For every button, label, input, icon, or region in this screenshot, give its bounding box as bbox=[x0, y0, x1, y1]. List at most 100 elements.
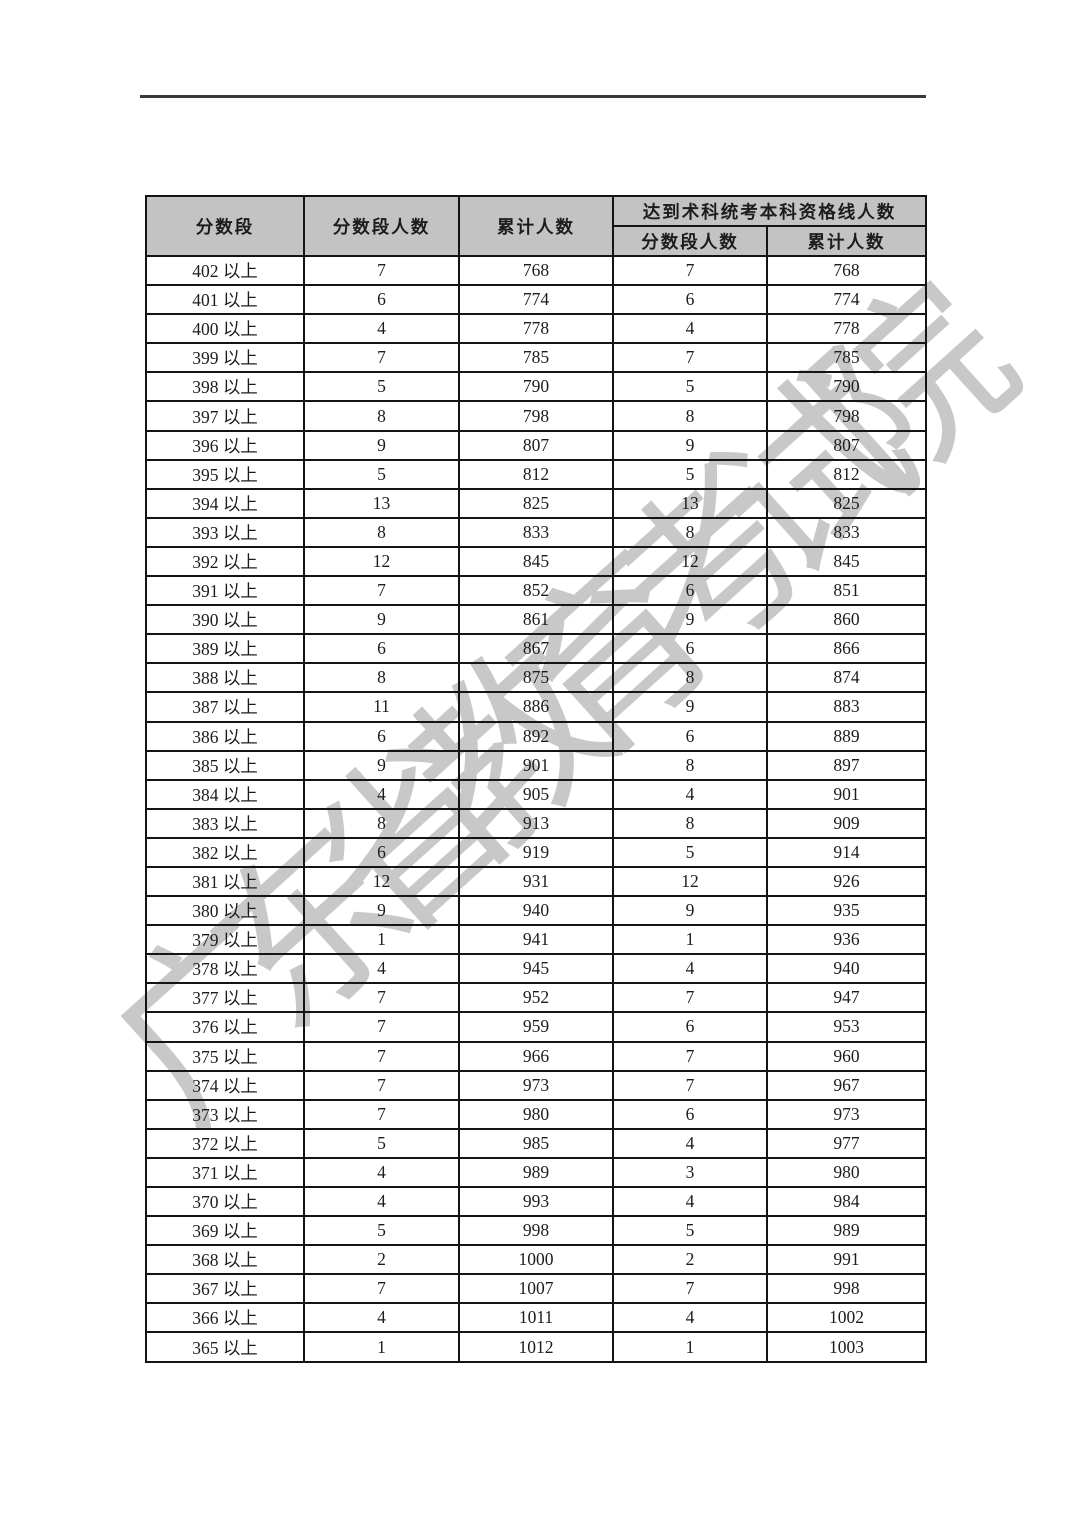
table-row: 380 以上 9 940 9 935 bbox=[145, 895, 927, 927]
cell-qualified-range-count: 8 bbox=[612, 662, 768, 694]
cell-range-count: 7 bbox=[303, 1011, 460, 1043]
cell-qualified-cumulative: 998 bbox=[766, 1273, 927, 1305]
table-row: 396 以上 9 807 9 807 bbox=[145, 429, 927, 461]
cell-qualified-cumulative: 866 bbox=[766, 633, 927, 665]
cell-score-range: 374 以上 bbox=[145, 1069, 305, 1101]
cell-score-range: 365 以上 bbox=[145, 1331, 305, 1363]
cell-qualified-range-count: 7 bbox=[612, 1069, 768, 1101]
cell-score-range: 394 以上 bbox=[145, 487, 305, 519]
cell-score-range: 385 以上 bbox=[145, 749, 305, 781]
cell-score-range: 381 以上 bbox=[145, 865, 305, 898]
cell-cumulative: 901 bbox=[458, 749, 614, 781]
cell-range-count: 8 bbox=[303, 400, 460, 432]
cell-score-range: 386 以上 bbox=[145, 720, 305, 752]
cell-qualified-cumulative: 768 bbox=[766, 254, 927, 287]
cell-score-range: 389 以上 bbox=[145, 633, 305, 665]
table-row: 391 以上 7 852 6 851 bbox=[145, 575, 927, 607]
cell-range-count: 9 bbox=[303, 895, 460, 927]
cell-qualified-cumulative: 973 bbox=[766, 1098, 927, 1130]
cell-qualified-range-count: 12 bbox=[612, 545, 768, 578]
cell-cumulative: 919 bbox=[458, 836, 614, 868]
cell-cumulative: 812 bbox=[458, 458, 614, 490]
cell-range-count: 13 bbox=[303, 487, 460, 519]
cell-qualified-range-count: 4 bbox=[612, 953, 768, 985]
cell-score-range: 384 以上 bbox=[145, 778, 305, 810]
cell-cumulative: 785 bbox=[458, 342, 614, 374]
table-row: 376 以上 7 959 6 953 bbox=[145, 1011, 927, 1043]
cell-range-count: 6 bbox=[303, 633, 460, 665]
cell-qualified-range-count: 7 bbox=[612, 254, 768, 287]
cell-qualified-cumulative: 812 bbox=[766, 458, 927, 490]
cell-score-range: 372 以上 bbox=[145, 1127, 305, 1159]
cell-range-count: 9 bbox=[303, 604, 460, 636]
cell-qualified-range-count: 13 bbox=[612, 487, 768, 519]
cell-score-range: 391 以上 bbox=[145, 575, 305, 607]
header-cumulative: 累计人数 bbox=[458, 195, 614, 257]
cell-qualified-range-count: 5 bbox=[612, 371, 768, 403]
table-row: 389 以上 6 867 6 866 bbox=[145, 633, 927, 665]
cell-qualified-cumulative: 1003 bbox=[766, 1331, 927, 1363]
cell-range-count: 4 bbox=[303, 1302, 460, 1334]
cell-cumulative: 845 bbox=[458, 545, 614, 578]
table-row: 399 以上 7 785 7 785 bbox=[145, 342, 927, 374]
cell-cumulative: 807 bbox=[458, 429, 614, 461]
cell-score-range: 377 以上 bbox=[145, 982, 305, 1014]
cell-qualified-cumulative: 774 bbox=[766, 284, 927, 316]
table-row: 393 以上 8 833 8 833 bbox=[145, 516, 927, 548]
cell-qualified-range-count: 5 bbox=[612, 836, 768, 868]
header-row-2: 分数段人数 累计人数 bbox=[146, 225, 927, 257]
cell-qualified-range-count: 1 bbox=[612, 924, 768, 956]
table-body: 402 以上 7 768 7 768 401 以上 6 774 6 774 400 以上 4 778 4 7… bbox=[145, 254, 927, 1363]
cell-qualified-cumulative: 935 bbox=[766, 895, 927, 927]
table-row: 371 以上 4 989 3 980 bbox=[145, 1156, 927, 1189]
table-row: 379 以上 1 941 1 936 bbox=[145, 924, 927, 956]
cell-range-count: 8 bbox=[303, 662, 460, 694]
table-row: 366 以上 4 1011 4 1002 bbox=[145, 1302, 927, 1334]
cell-cumulative: 1007 bbox=[458, 1273, 614, 1305]
table-row: 377 以上 7 952 7 947 bbox=[145, 982, 927, 1014]
cell-qualified-range-count: 5 bbox=[612, 1215, 768, 1247]
cell-range-count: 6 bbox=[303, 720, 460, 752]
header-row-1: 分数段 分数段人数 累计人数 达到术科统考本科资格线人数 bbox=[145, 195, 927, 257]
cell-cumulative: 966 bbox=[458, 1040, 614, 1072]
cell-qualified-cumulative: 833 bbox=[766, 516, 927, 548]
cell-score-range: 376 以上 bbox=[145, 1011, 305, 1043]
cell-qualified-cumulative: 991 bbox=[766, 1244, 927, 1276]
cell-range-count: 4 bbox=[303, 1185, 460, 1218]
cell-cumulative: 952 bbox=[458, 982, 614, 1014]
cell-range-count: 8 bbox=[303, 807, 460, 839]
cell-range-count: 7 bbox=[303, 575, 460, 607]
table-row: 388 以上 8 875 8 874 bbox=[145, 662, 927, 694]
cell-qualified-range-count: 8 bbox=[612, 516, 768, 548]
table-row: 394 以上 13 825 13 825 bbox=[145, 487, 927, 519]
cell-cumulative: 892 bbox=[458, 720, 614, 752]
cell-cumulative: 913 bbox=[458, 807, 614, 839]
cell-score-range: 371 以上 bbox=[145, 1156, 305, 1189]
cell-cumulative: 1012 bbox=[458, 1331, 614, 1363]
cell-qualified-cumulative: 953 bbox=[766, 1011, 927, 1043]
cell-qualified-cumulative: 980 bbox=[766, 1156, 927, 1189]
header-qualified-group: 达到术科统考本科资格线人数 bbox=[612, 195, 927, 227]
cell-range-count: 12 bbox=[303, 545, 460, 578]
cell-cumulative: 941 bbox=[458, 924, 614, 956]
cell-score-range: 378 以上 bbox=[145, 953, 305, 985]
cell-qualified-range-count: 6 bbox=[612, 1098, 768, 1130]
header-qualified-cumulative: 累计人数 bbox=[766, 225, 927, 257]
cell-score-range: 392 以上 bbox=[145, 545, 305, 578]
cell-cumulative: 886 bbox=[458, 691, 614, 723]
table-row: 372 以上 5 985 4 977 bbox=[145, 1127, 927, 1159]
cell-score-range: 373 以上 bbox=[145, 1098, 305, 1130]
table-row: 373 以上 7 980 6 973 bbox=[145, 1098, 927, 1130]
table-row: 383 以上 8 913 8 909 bbox=[145, 807, 927, 839]
cell-score-range: 396 以上 bbox=[145, 429, 305, 461]
cell-qualified-cumulative: 936 bbox=[766, 924, 927, 956]
cell-qualified-range-count: 5 bbox=[612, 458, 768, 490]
cell-score-range: 375 以上 bbox=[145, 1040, 305, 1072]
cell-cumulative: 825 bbox=[458, 487, 614, 519]
table-row: 374 以上 7 973 7 967 bbox=[145, 1069, 927, 1101]
cell-qualified-range-count: 7 bbox=[612, 1273, 768, 1305]
cell-range-count: 1 bbox=[303, 924, 460, 956]
table-row: 386 以上 6 892 6 889 bbox=[145, 720, 927, 752]
cell-qualified-cumulative: 874 bbox=[766, 662, 927, 694]
